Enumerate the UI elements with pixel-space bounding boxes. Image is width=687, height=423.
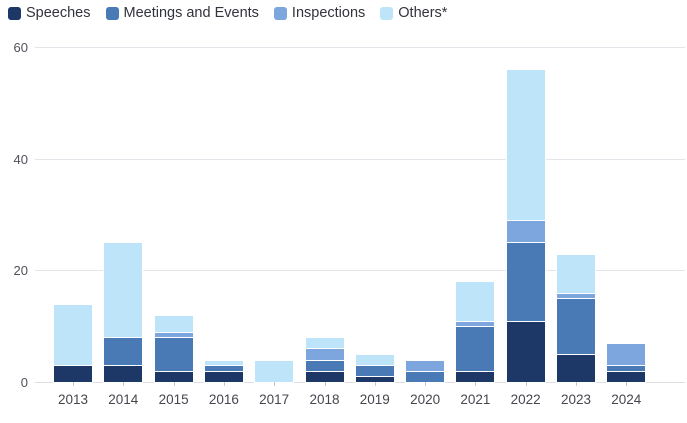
bar-segment-2013-speeches[interactable] [53, 365, 93, 383]
x-axis-tick [374, 382, 376, 386]
bar-segment-2016-others[interactable] [203, 359, 244, 367]
x-axis-tick [73, 382, 74, 386]
x-axis-tick [223, 382, 225, 386]
bar-segment-2019-others[interactable] [354, 354, 395, 367]
bar-segment-2018-others[interactable] [304, 337, 345, 350]
legend-label: Inspections [291, 5, 366, 21]
x-axis-label-2019: 2019 [359, 392, 390, 407]
bar-segment-2016-meetings-and-events[interactable] [203, 365, 244, 372]
y-axis-tick-label: 40 [13, 151, 28, 167]
x-axis-label-2020: 2020 [410, 392, 441, 407]
bar-segment-2015-inspections[interactable] [153, 331, 194, 339]
x-axis-label-2024: 2024 [611, 392, 642, 407]
bar-segment-2023-meetings-and-events[interactable] [556, 298, 596, 356]
x-axis-label-2015: 2015 [158, 392, 189, 407]
y-axis-tick-label: 0 [20, 375, 28, 390]
x-axis-tick [525, 382, 527, 386]
y-axis-tick-label: 20 [13, 263, 28, 279]
bar-segment-2013-others[interactable] [53, 303, 93, 367]
bar-segment-2021-others[interactable] [455, 281, 496, 322]
bar-segment-2023-others[interactable] [556, 253, 596, 294]
legend-swatch-icon [380, 6, 394, 20]
legend-swatch-icon [8, 6, 21, 20]
bar-segment-2014-meetings-and-events[interactable] [103, 337, 144, 367]
bar-segment-2020-inspections[interactable] [405, 359, 446, 372]
bar-segment-2023-inspections[interactable] [556, 292, 596, 300]
x-axis-tick [173, 382, 175, 386]
x-axis-label-2021: 2021 [460, 392, 491, 407]
bar-segment-2019-meetings-and-events[interactable] [354, 365, 395, 378]
legend-label: Speeches [26, 5, 91, 21]
x-axis-tick [576, 382, 577, 386]
legend-item-speeches[interactable]: Speeches [8, 6, 91, 21]
legend-item-meetings-and-events[interactable]: Meetings and Events [105, 5, 259, 21]
bar-segment-2022-others[interactable] [505, 69, 546, 221]
x-axis-label-2017: 2017 [259, 392, 290, 407]
x-axis-tick [324, 382, 326, 386]
legend-swatch-icon [273, 6, 287, 20]
bar-segment-2022-inspections[interactable] [505, 219, 546, 244]
bar-segment-2017-others[interactable] [254, 359, 295, 383]
legend-label: Others* [398, 5, 448, 21]
x-axis-tick [475, 382, 477, 386]
legend-swatch-icon [105, 6, 119, 20]
gridline-y-40 [35, 158, 685, 160]
x-axis-tick [425, 382, 427, 386]
bar-segment-2022-meetings-and-events[interactable] [505, 242, 546, 322]
x-axis-tick [626, 382, 628, 386]
bar-segment-2021-meetings-and-events[interactable] [455, 326, 496, 372]
legend-item-others[interactable]: Others* [380, 6, 447, 21]
bar-segment-2014-others[interactable] [103, 242, 144, 339]
x-axis-tick [274, 382, 276, 386]
chart-legend: Speeches Meetings and Events Inspections Ot… [8, 6, 447, 21]
x-axis-label-2014: 2014 [108, 392, 139, 407]
x-axis-tick [123, 382, 125, 386]
bar-segment-2018-inspections[interactable] [304, 348, 345, 361]
x-axis-label-2016: 2016 [208, 392, 239, 407]
bar-segment-2018-meetings-and-events[interactable] [304, 359, 345, 372]
bar-segment-2024-inspections[interactable] [606, 342, 647, 367]
x-axis-label-2013: 2013 [57, 392, 89, 407]
gridline-y-60 [35, 46, 685, 48]
x-axis-label-2022: 2022 [510, 392, 541, 407]
legend-item-inspections[interactable]: Inspections [273, 5, 366, 21]
bar-segment-2015-meetings-and-events[interactable] [153, 337, 194, 372]
gridline-y-20 [35, 270, 685, 272]
x-axis-label-2023: 2023 [560, 392, 592, 407]
bar-segment-2014-speeches[interactable] [103, 365, 144, 383]
bar-segment-2015-others[interactable] [153, 314, 194, 333]
legend-label: Meetings and Events [123, 5, 259, 21]
bar-segment-2022-speeches[interactable] [505, 320, 546, 383]
y-axis-tick-label: 60 [13, 39, 28, 55]
x-axis-label-2018: 2018 [309, 392, 340, 407]
bar-segment-2023-speeches[interactable] [556, 354, 596, 383]
